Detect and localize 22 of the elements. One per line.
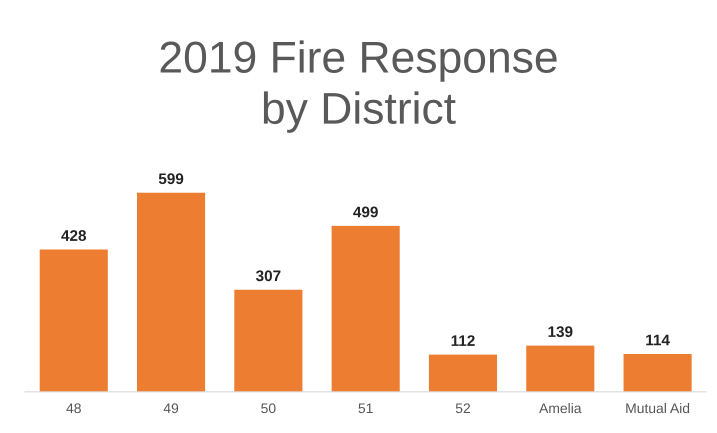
bar: [332, 226, 400, 392]
data-label: 114: [646, 334, 670, 346]
bar: [40, 250, 108, 392]
data-label: 599: [158, 173, 184, 184]
data-label: 112: [452, 335, 475, 346]
data-label: 307: [256, 270, 280, 282]
bar: [137, 192, 206, 392]
x-tick-label: 50: [261, 403, 276, 414]
bar: [624, 354, 692, 392]
x-tick-label: Amelia: [539, 402, 582, 414]
bar: [526, 346, 594, 392]
x-tick-label: 52: [456, 403, 470, 414]
chart-title: 2019 Fire Response by District: [160, 40, 557, 133]
data-label: 499: [353, 206, 378, 218]
x-tick-label: 49: [164, 403, 178, 414]
bar: [428, 354, 498, 392]
bar: [234, 290, 302, 392]
data-label: 139: [548, 326, 572, 338]
x-tick-label: 48: [66, 403, 81, 414]
x-tick-label: Mutual Aid: [626, 402, 690, 414]
x-tick-label: 51: [358, 403, 373, 414]
data-label: 428: [61, 230, 86, 241]
